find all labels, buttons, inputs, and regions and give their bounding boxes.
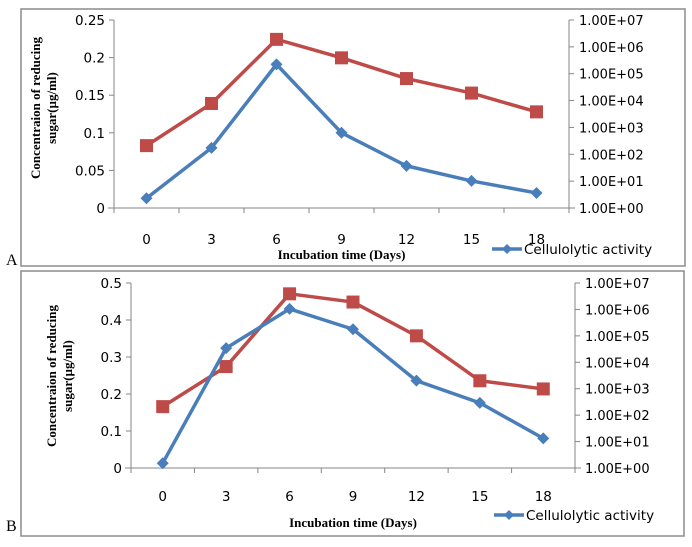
x-axis-title: Incubation time (Days): [278, 247, 406, 262]
y-tick-label-left: 0.3: [101, 350, 122, 366]
x-tick-label: 18: [535, 489, 552, 505]
data-point-diamond: [270, 58, 283, 71]
data-point-diamond: [140, 192, 153, 205]
legend-label: Cellulolytic activity: [524, 242, 652, 258]
y-tick-label-right: 1.00E+03: [585, 383, 650, 398]
chart-frame: [20, 270, 685, 537]
y-tick-label-left: 0.2: [84, 51, 105, 67]
legend-label: Cellulolytic activity: [526, 508, 654, 524]
x-tick-label: 9: [349, 489, 358, 505]
x-tick-label: 15: [471, 489, 488, 505]
data-point-diamond: [283, 302, 296, 315]
data-point-square: [409, 329, 423, 343]
legend-marker-diamond: [504, 510, 514, 520]
y-tick-label-right: 1.00E+03: [579, 121, 644, 136]
series-cellulolytic-activity: [156, 302, 550, 470]
series-secondary: [156, 287, 550, 414]
y-axis-title-line: sugar(µg/ml): [44, 72, 59, 144]
data-point-square: [536, 382, 550, 396]
y-tick-label-right: 1.00E+06: [579, 41, 644, 56]
y-tick-label-right: 1.00E+04: [585, 356, 650, 371]
chart-frame: [20, 8, 686, 267]
data-point-diamond: [473, 396, 486, 409]
x-tick-label: 3: [222, 489, 231, 505]
y-tick-label-right: 1.00E+00: [585, 462, 650, 477]
x-tick-label: 12: [398, 232, 415, 248]
series-cellulolytic-activity: [140, 58, 543, 205]
y-tick-label-left: 0.5: [101, 276, 122, 292]
data-point-square: [335, 51, 348, 65]
data-point-square: [346, 295, 360, 309]
y-tick-label-left: 0.25: [75, 13, 105, 29]
y-tick-label-right: 1.00E+04: [579, 95, 644, 110]
y-tick-label-left: 0.05: [75, 163, 105, 179]
y-tick-label-right: 1.00E+06: [585, 303, 650, 318]
data-point-square: [219, 360, 233, 374]
panel-label: A: [6, 252, 18, 269]
y-tick-label-left: 0.2: [101, 387, 122, 403]
data-point-diamond: [465, 174, 478, 187]
legend: Cellulolytic activity: [494, 508, 654, 524]
data-point-square: [270, 32, 283, 46]
x-tick-label: 9: [337, 232, 346, 248]
y-tick-label-right: 1.00E+05: [585, 330, 650, 345]
data-point-square: [473, 374, 487, 388]
data-point-diamond: [156, 457, 169, 470]
data-point-square: [465, 86, 478, 100]
data-point-diamond: [205, 141, 218, 154]
data-point-diamond: [347, 323, 359, 336]
x-tick-label: 0: [142, 232, 151, 248]
y-tick-label-left: 0.1: [84, 126, 105, 142]
y-tick-label-left: 0.15: [75, 88, 105, 104]
data-point-square: [283, 287, 297, 301]
series-line: [161, 292, 544, 409]
legend-marker-diamond: [502, 244, 512, 254]
data-point-square: [530, 105, 543, 119]
y-tick-label-left: 0.4: [101, 313, 122, 329]
y-tick-label-right: 1.00E+05: [579, 68, 644, 83]
y-tick-label-right: 1.00E+00: [579, 202, 644, 217]
y-tick-label-right: 1.00E+02: [585, 409, 650, 424]
y-tick-label-left: 0: [113, 461, 122, 477]
data-point-diamond: [400, 159, 413, 172]
x-axis-title: Incubation time (Days): [289, 515, 417, 530]
x-tick-label: 18: [528, 232, 545, 248]
legend: Cellulolytic activity: [492, 242, 652, 258]
y-tick-label-right: 1.00E+07: [579, 14, 644, 29]
data-point-square: [140, 139, 153, 153]
x-tick-label: 6: [272, 232, 281, 248]
data-point-square: [156, 400, 170, 414]
x-tick-label: 15: [463, 232, 480, 248]
y-tick-label-right: 1.00E+02: [579, 148, 644, 163]
chart-panel-a: A 0 0.05 0.1 0.15 0.2 0.25 1.00E+00 1.00E+01 1.00…: [6, 8, 686, 269]
data-point-diamond: [220, 342, 233, 355]
data-point-diamond: [530, 186, 543, 199]
y-tick-label-left: 0: [96, 201, 105, 217]
y-tick-label-right: 1.00E+01: [585, 436, 650, 451]
data-point-square: [205, 96, 218, 110]
x-tick-label: 3: [207, 232, 216, 248]
x-tick-label: 12: [408, 489, 425, 505]
y-axis-title-line: Concentraion of reducing: [44, 304, 59, 447]
panel-label: B: [6, 518, 17, 535]
data-point-diamond: [335, 126, 348, 139]
y-tick-label-right: 1.00E+01: [579, 175, 644, 190]
y-axis-title-line: Concentraion of reducing: [28, 36, 43, 179]
y-tick-label-right: 1.00E+07: [585, 277, 650, 292]
y-axis-title-line: sugar(µg/ml): [60, 340, 75, 412]
y-tick-label-left: 0.1: [101, 424, 122, 440]
data-point-square: [400, 72, 413, 86]
data-point-diamond: [410, 374, 423, 387]
data-point-diamond: [537, 432, 550, 445]
series-secondary: [140, 32, 543, 153]
x-tick-label: 0: [158, 489, 167, 505]
x-tick-label: 6: [285, 489, 294, 505]
chart-panel-b: B 0 0.1 0.2 0.3 0.4 0.5 1.00E+00 1.00E+01 1.00E+0…: [6, 270, 685, 537]
